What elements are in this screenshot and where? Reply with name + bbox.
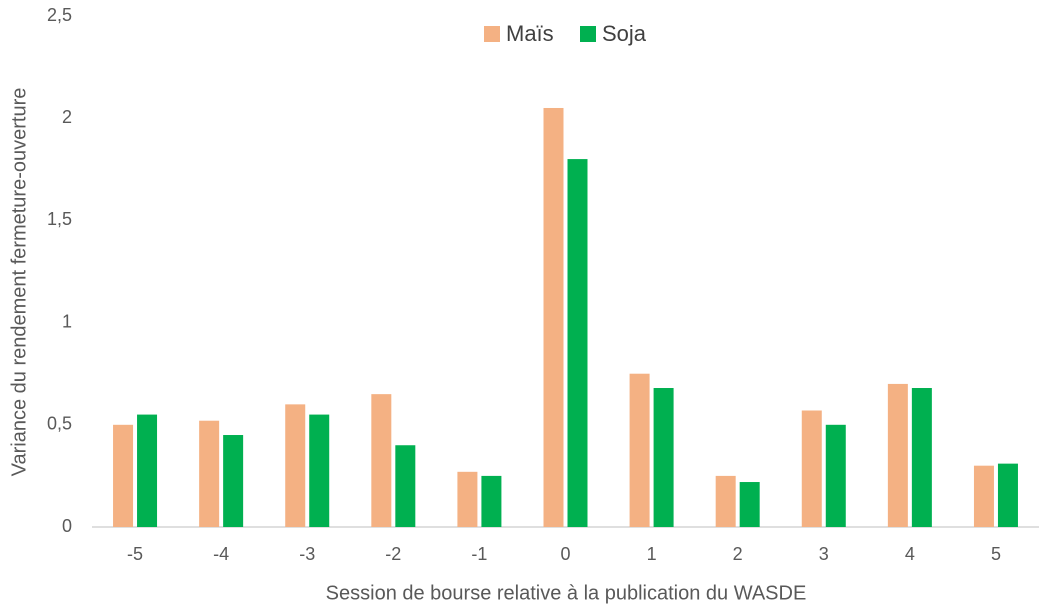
x-axis-title: Session de bourse relative à la publicat… (326, 582, 807, 604)
bar (825, 424, 846, 527)
bar (629, 373, 650, 527)
legend-label: Maïs (506, 21, 554, 46)
x-tick-label: -4 (213, 544, 229, 564)
legend-swatch (484, 26, 500, 42)
bar (481, 475, 502, 527)
y-tick-label: 2 (62, 107, 72, 127)
bar (739, 482, 760, 527)
bar (973, 465, 994, 527)
x-tick-label: 1 (647, 544, 657, 564)
bar (543, 107, 564, 527)
x-tick-label: -3 (299, 544, 315, 564)
y-tick-label: 1,5 (47, 209, 72, 229)
bar (137, 414, 158, 527)
bar (457, 471, 478, 527)
bar (911, 388, 932, 527)
x-tick-label: -1 (471, 544, 487, 564)
x-tick-label: -2 (385, 544, 401, 564)
legend-swatch (580, 26, 596, 42)
x-tick-label: 3 (819, 544, 829, 564)
bar (371, 394, 392, 527)
bar (887, 383, 908, 527)
y-tick-label: 1 (62, 311, 72, 331)
legend-label: Soja (602, 21, 647, 46)
bar (997, 463, 1018, 527)
bar (285, 404, 306, 527)
y-axis-title: Variance du rendement fermeture-ouvertur… (8, 88, 30, 477)
x-tick-label: -5 (127, 544, 143, 564)
bar (309, 414, 330, 527)
bar (567, 159, 588, 527)
y-tick-label: 0 (62, 516, 72, 536)
bar (113, 424, 134, 527)
x-tick-label: 0 (560, 544, 570, 564)
x-tick-label: 4 (905, 544, 915, 564)
bar (801, 410, 822, 527)
y-tick-label: 0,5 (47, 414, 72, 434)
bar (395, 445, 416, 527)
x-tick-label: 2 (733, 544, 743, 564)
bar (199, 420, 220, 527)
bar (653, 388, 674, 527)
bar (223, 435, 244, 527)
bar (715, 475, 736, 527)
x-tick-label: 5 (991, 544, 1001, 564)
y-tick-label: 2,5 (47, 5, 72, 25)
